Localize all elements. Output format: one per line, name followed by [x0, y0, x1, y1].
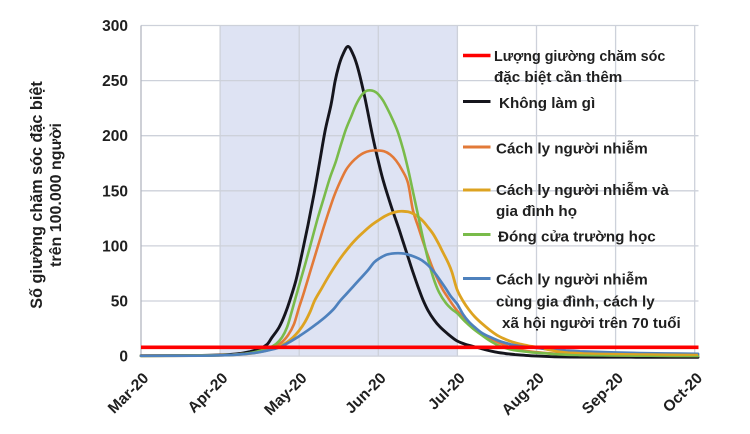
svg-text:Không làm gì: Không làm gì [499, 95, 595, 112]
svg-text:0: 0 [119, 349, 128, 366]
svg-text:150: 150 [102, 183, 128, 200]
svg-text:Cách ly người nhiễm: Cách ly người nhiễm [496, 141, 648, 158]
svg-text:cùng gia đình, cách ly: cùng gia đình, cách ly [496, 294, 655, 311]
svg-text:250: 250 [102, 73, 128, 90]
svg-text:Đóng cửa trường học: Đóng cửa trường học [498, 229, 656, 246]
svg-text:Số giường chăm sóc đặc biệt: Số giường chăm sóc đặc biệt [28, 81, 46, 309]
svg-text:đặc biệt cần thêm: đặc biệt cần thêm [494, 69, 622, 86]
svg-text:trên 100.000 người: trên 100.000 người [48, 123, 65, 267]
svg-text:Cách ly người nhiễm: Cách ly người nhiễm [496, 272, 648, 289]
svg-text:Cách ly người nhiễm và: Cách ly người nhiễm và [496, 182, 669, 199]
svg-text:300: 300 [102, 18, 128, 35]
svg-text:gia đình họ: gia đình họ [496, 203, 577, 220]
svg-text:xã hội người trên 70 tuổi: xã hội người trên 70 tuổi [502, 315, 681, 332]
svg-text:100: 100 [102, 238, 128, 255]
svg-text:200: 200 [102, 128, 128, 145]
svg-text:50: 50 [111, 294, 128, 311]
svg-text:Lượng giường chăm sóc: Lượng giường chăm sóc [494, 49, 665, 65]
